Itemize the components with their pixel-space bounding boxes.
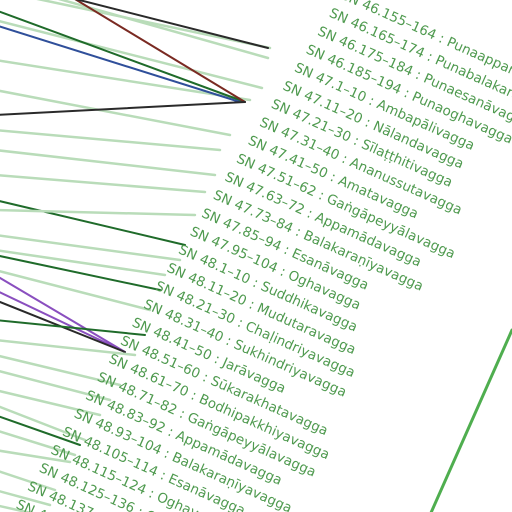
edge-line-32	[0, 490, 52, 507]
edge-line-5	[0, 25, 241, 103]
edge-line-17	[0, 255, 161, 291]
edge-line-31	[0, 470, 57, 492]
edge-line-12	[0, 174, 207, 194]
edge-line-34	[429, 328, 512, 512]
edge-line-10	[0, 101, 246, 116]
edge-line-20	[0, 291, 126, 353]
edge-line-30	[0, 449, 72, 464]
edge-line-18	[0, 269, 152, 312]
edge-line-7	[75, 0, 269, 49]
edge-line-19	[0, 276, 126, 353]
edge-line-26	[0, 389, 102, 417]
edge-line-29	[0, 430, 77, 457]
edge-line-6	[74, 0, 246, 103]
edge-line-11	[0, 149, 217, 177]
edge-line-2	[0, 19, 264, 90]
edge-line-25	[0, 370, 112, 402]
edge-line-22	[0, 319, 146, 336]
edge-line-15	[0, 234, 182, 262]
edge-line-27	[0, 405, 87, 442]
edge-line-4	[0, 10, 246, 103]
edge-line-1	[57, 0, 270, 60]
edge-line-28	[0, 415, 81, 446]
edge-line-24	[0, 354, 122, 387]
edge-line-23	[0, 339, 137, 357]
edge-line-33	[0, 504, 33, 512]
edge-line-13	[0, 200, 186, 246]
edge-line-8	[0, 89, 232, 137]
edge-line-14	[0, 208, 197, 217]
edge-line-16	[0, 249, 167, 277]
edge-line-9	[0, 129, 222, 152]
edge-line-3	[0, 59, 252, 102]
